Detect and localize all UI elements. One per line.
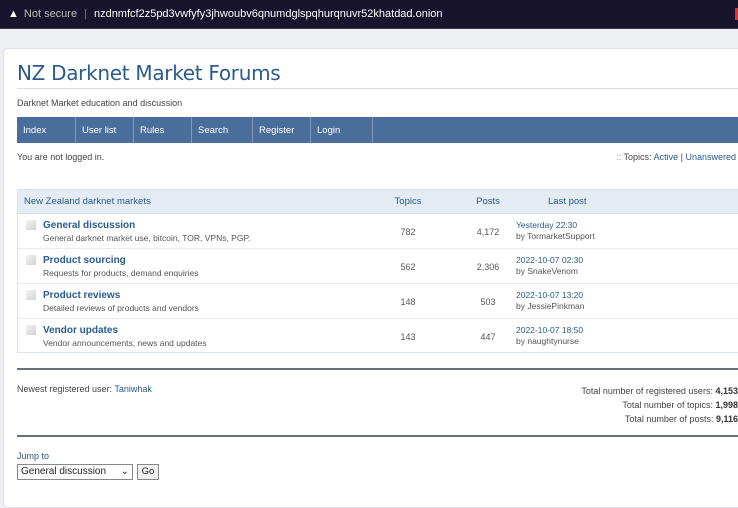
post-count: 4,172 <box>476 227 500 237</box>
post-count: 2,306 <box>476 262 500 272</box>
forum-row: General discussion General darknet marke… <box>18 214 738 249</box>
last-post-author[interactable]: by naughtynurse <box>516 336 579 346</box>
posts-header: Posts <box>476 196 500 207</box>
forum-read-icon <box>26 290 36 300</box>
forum-table: New Zealand darknet markets Topics Posts… <box>17 189 738 353</box>
nav-bar: Index User list Rules Search Register Lo… <box>17 117 738 143</box>
last-post-link[interactable]: Yesterday 22:30 <box>516 220 578 230</box>
last-post-author[interactable]: by SnakeVenom <box>516 266 578 276</box>
last-post-author[interactable]: by TormarketSupport <box>516 231 595 241</box>
site-subtitle: Darknet Market education and discussion <box>17 98 183 108</box>
forum-link[interactable]: Product reviews <box>43 290 121 301</box>
forum-description: Detailed reviews of products and vendors <box>43 303 199 313</box>
url[interactable]: nzdnmfcf2z5pd3vwfyfy3jhwoubv6qnumdglspqh… <box>93 8 443 20</box>
site-title[interactable]: NZ Darknet Market Forums <box>17 61 281 85</box>
topics-links: :: Topics: Active | Unanswered <box>616 152 736 162</box>
topic-count: 143 <box>400 332 416 342</box>
last-post-link[interactable]: 2022-10-07 02:30 <box>516 255 584 265</box>
forum-row: Vendor updates Vendor announcements, new… <box>18 319 738 354</box>
post-count: 503 <box>480 297 496 307</box>
last-post-link[interactable]: 2022-10-07 13:20 <box>516 290 584 300</box>
forum-read-icon <box>26 220 36 230</box>
forum-row: Product sourcing Requests for products, … <box>18 249 738 284</box>
forum-read-icon <box>26 255 36 265</box>
forum-read-icon <box>26 325 36 335</box>
nav-register[interactable]: Register <box>253 117 311 143</box>
forum-description: Requests for products, demand enquiries <box>43 268 199 278</box>
divider <box>17 368 738 370</box>
jump-select[interactable]: General discussion ⌄ <box>17 464 133 480</box>
last-post-header: Last post <box>548 196 587 207</box>
active-topics-link[interactable]: Active <box>653 152 679 162</box>
nav-rules[interactable]: Rules <box>134 117 192 143</box>
nav-user-list[interactable]: User list <box>76 117 134 143</box>
last-post-link[interactable]: 2022-10-07 18:50 <box>516 325 584 335</box>
topic-count: 782 <box>400 227 416 237</box>
topic-count: 148 <box>400 297 416 307</box>
forum-link[interactable]: Vendor updates <box>43 325 119 336</box>
forum-link[interactable]: General discussion <box>43 220 136 231</box>
jump-label: Jump to <box>17 451 50 461</box>
extension-icon[interactable] <box>735 8 738 20</box>
posts-count: 9,116 <box>715 414 738 424</box>
login-status: You are not logged in. <box>17 152 105 162</box>
forum-description: General darknet market use, bitcoin, TOR… <box>43 233 251 243</box>
topics-count: 1,998 <box>715 400 738 410</box>
address-bar[interactable]: ▲ Not secure | nzdnmfcf2z5pd3vwfyfy3jhwo… <box>0 0 738 29</box>
security-label: Not secure <box>23 8 78 20</box>
forum-row: Product reviews Detailed reviews of prod… <box>18 284 738 319</box>
unanswered-topics-link[interactable]: Unanswered <box>685 152 736 162</box>
category-header[interactable]: New Zealand darknet markets <box>24 196 151 207</box>
warning-icon: ▲ <box>8 8 19 20</box>
nav-login[interactable]: Login <box>311 117 373 143</box>
topic-count: 562 <box>400 262 416 272</box>
last-post-author[interactable]: by JessiePinkman <box>516 301 585 311</box>
divider <box>17 435 738 437</box>
newest-user-link[interactable]: Taniwhak <box>114 384 152 394</box>
nav-index[interactable]: Index <box>17 117 76 143</box>
forum-link[interactable]: Product sourcing <box>43 255 126 266</box>
users-count: 4,153 <box>715 386 738 396</box>
forum-stats: Total number of registered users: 4,153 … <box>581 386 738 424</box>
nav-search[interactable]: Search <box>192 117 253 143</box>
page-container: NZ Darknet Market Forums Darknet Market … <box>3 48 738 508</box>
table-header: New Zealand darknet markets Topics Posts… <box>18 190 738 214</box>
forum-description: Vendor announcements, news and updates <box>43 338 207 348</box>
go-button[interactable]: Go <box>137 464 159 480</box>
chevron-down-icon: ⌄ <box>120 466 129 477</box>
divider <box>17 88 738 89</box>
newest-user: Newest registered user: Taniwhak <box>17 384 152 394</box>
topics-header: Topics <box>394 196 422 207</box>
post-count: 447 <box>480 332 496 342</box>
